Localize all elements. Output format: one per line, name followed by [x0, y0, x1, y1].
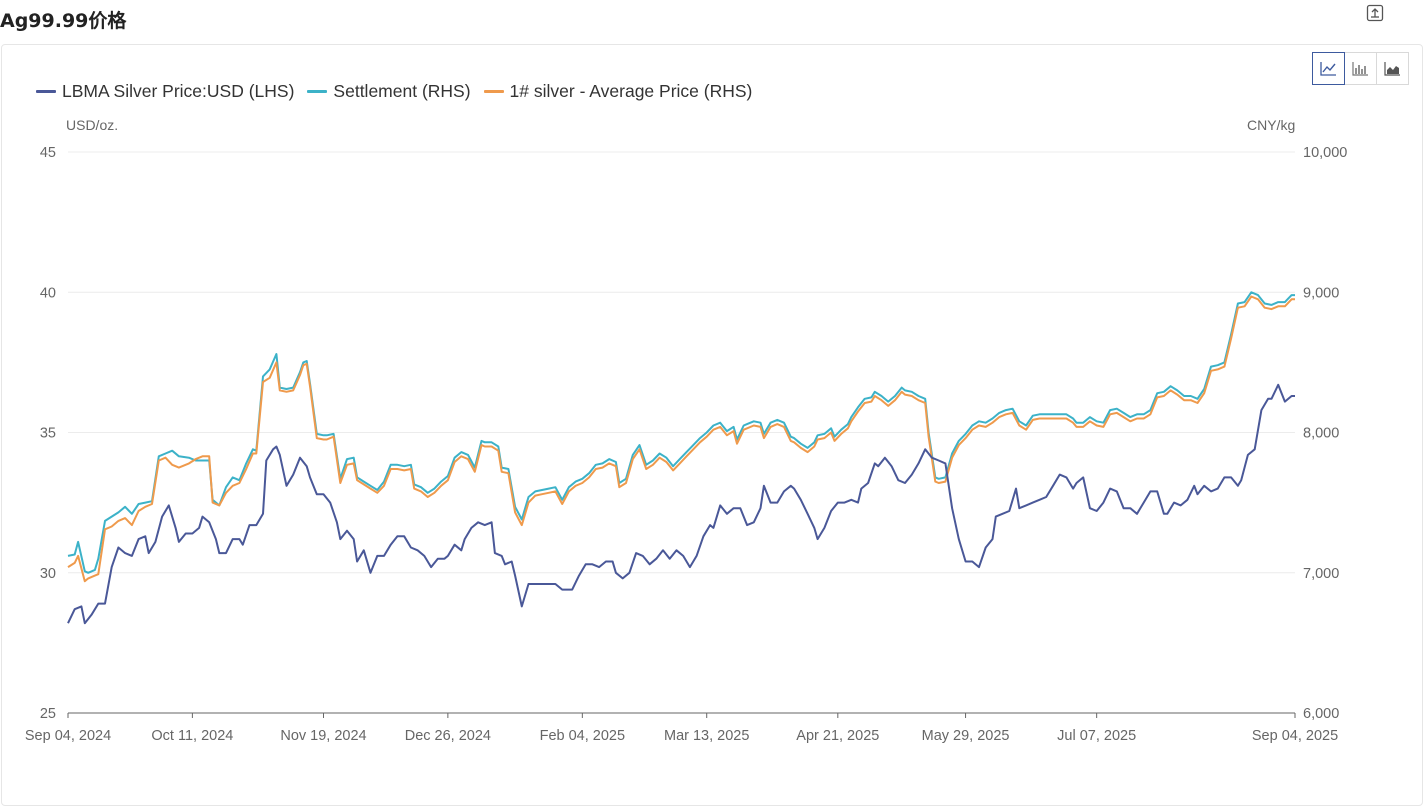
x-tick-label: Feb 04, 2025	[540, 728, 625, 744]
y-tick-right: 10,000	[1303, 145, 1347, 161]
x-tick-label: Apr 21, 2025	[796, 728, 879, 744]
legend-label-settlement: Settlement (RHS)	[333, 81, 471, 101]
legend-swatch-average	[483, 90, 504, 93]
y-tick-left: 40	[40, 285, 56, 301]
x-tick-label: Sep 04, 2024	[25, 728, 111, 744]
legend-label-average: 1# silver - Average Price (RHS)	[509, 81, 753, 101]
x-tick-label: Jul 07, 2025	[1057, 728, 1136, 744]
y-tick-left: 25	[40, 706, 56, 722]
y-tick-left: 30	[40, 566, 56, 582]
x-tick-label: Nov 19, 2024	[280, 728, 366, 744]
chart-panel	[1, 44, 1423, 806]
chart-type-switch	[1312, 52, 1409, 85]
legend-item-lbma[interactable]: LBMA Silver Price:USD (LHS)	[36, 81, 294, 102]
page-title: Ag99.99价格	[0, 10, 127, 32]
y-tick-right: 9,000	[1303, 285, 1339, 301]
legend-label-lbma: LBMA Silver Price:USD (LHS)	[62, 81, 295, 101]
series-line-lbma	[67, 383, 1295, 625]
x-tick-label: Dec 26, 2024	[405, 728, 491, 744]
line-chart-icon[interactable]	[1312, 52, 1345, 85]
legend-item-average[interactable]: 1# silver - Average Price (RHS)	[483, 81, 753, 102]
y-tick-left: 45	[40, 145, 56, 161]
x-tick-label: Mar 13, 2025	[664, 728, 749, 744]
y-tick-right: 8,000	[1303, 426, 1339, 442]
legend-item-settlement[interactable]: Settlement (RHS)	[307, 81, 471, 102]
x-tick-label: Oct 11, 2024	[151, 728, 233, 744]
right-axis-unit: CNY/kg	[1247, 117, 1296, 133]
series-line-settlement	[67, 291, 1295, 574]
left-axis-unit: USD/oz.	[66, 117, 119, 133]
x-tick-label: Sep 04, 2025	[1252, 728, 1338, 744]
y-tick-right: 6,000	[1303, 706, 1339, 722]
area-chart-icon[interactable]	[1376, 52, 1409, 85]
series-line-average	[67, 295, 1295, 583]
y-tick-right: 7,000	[1303, 566, 1339, 582]
export-icon[interactable]	[1366, 4, 1384, 22]
legend-swatch-settlement	[307, 90, 328, 93]
y-tick-left: 35	[40, 426, 56, 442]
x-tick-label: May 29, 2025	[922, 728, 1010, 744]
chart-legend: LBMA Silver Price:USD (LHS) Settlement (…	[36, 81, 765, 102]
legend-swatch-lbma	[36, 90, 56, 93]
